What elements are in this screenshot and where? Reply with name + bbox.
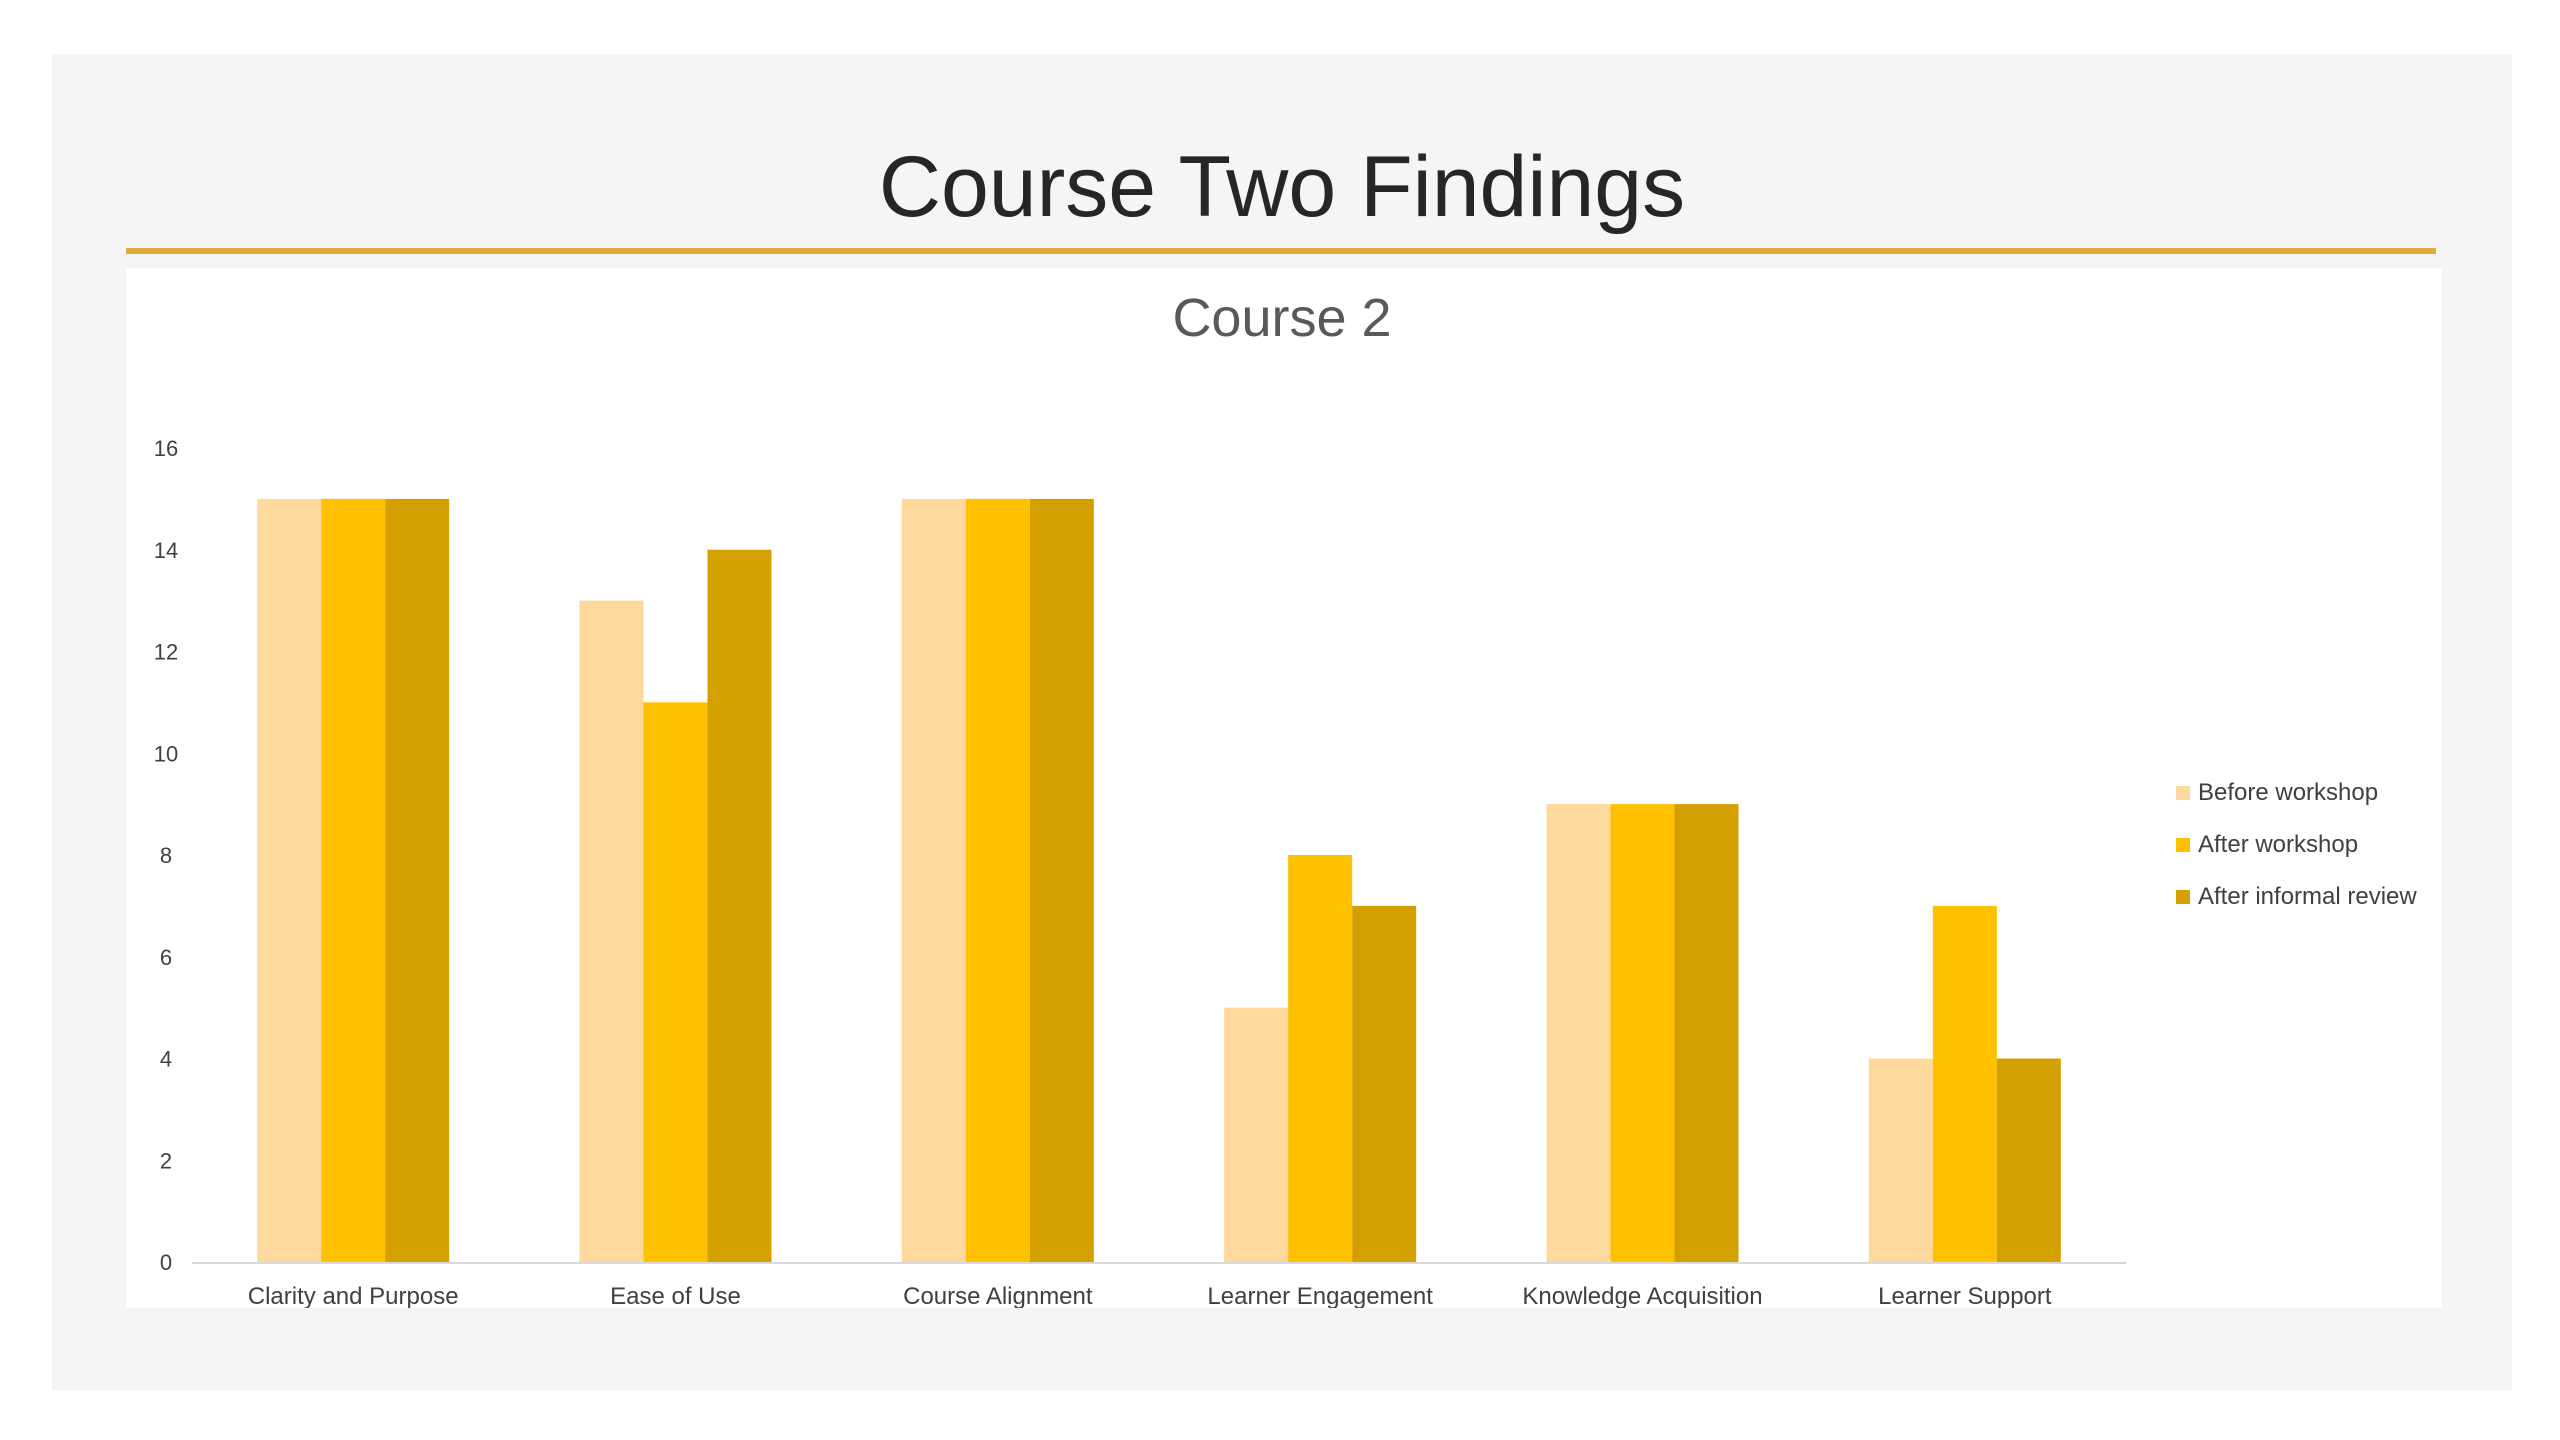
y-tick-label: 0: [160, 1250, 172, 1275]
x-tick-label: Ease of Use: [610, 1283, 741, 1308]
x-tick-label: Clarity and Purpose: [248, 1283, 459, 1308]
chart-title: Course 2: [1172, 288, 1391, 348]
y-tick-label: 14: [154, 538, 178, 563]
legend-label: Before workshop: [2198, 779, 2378, 806]
bar: [1288, 855, 1353, 1262]
bar-chart: Course 2 0 2 4 6 8 10 12 14 16 Clarity and Purpo…: [154, 288, 2418, 1308]
x-tick-label: Learner Engagement: [1207, 1283, 1433, 1308]
legend-label: After workshop: [2198, 831, 2358, 858]
legend-label: After informal review: [2198, 883, 2417, 910]
bar: [1674, 804, 1739, 1262]
bar: [1029, 498, 1094, 1262]
legend: Before workshop After workshop After infor…: [2176, 779, 2417, 910]
y-tick-label: 10: [154, 741, 178, 766]
x-tick-label: Course Alignment: [903, 1283, 1093, 1308]
legend-swatch: [2176, 786, 2190, 800]
bar: [1610, 804, 1675, 1262]
bar: [643, 702, 708, 1262]
legend-swatch: [2176, 890, 2190, 904]
slide: Course Two Findings Course 2 0 2 4 6 8 10 12 14…: [52, 54, 2512, 1390]
y-tick-label: 2: [160, 1148, 172, 1173]
legend-swatch: [2176, 838, 2190, 852]
y-tick-label: 6: [160, 945, 172, 970]
y-tick-label: 8: [160, 843, 172, 868]
y-tick-label: 4: [160, 1047, 172, 1072]
y-tick-label: 12: [154, 640, 178, 665]
bar: [257, 498, 322, 1262]
category-labels: Clarity and Purpose Ease of Use Course Ali…: [248, 1283, 2052, 1308]
x-tick-label: Learner Support: [1878, 1283, 2052, 1308]
y-tick-label: 16: [154, 436, 178, 461]
bar: [965, 498, 1030, 1262]
x-tick-label: Knowledge Acquisition: [1522, 1283, 1762, 1308]
bar: [901, 498, 966, 1262]
bar: [1932, 905, 1997, 1262]
bar: [1546, 804, 1611, 1262]
bars: [257, 498, 2061, 1262]
bar: [579, 600, 644, 1262]
bar: [321, 498, 386, 1262]
bar: [1224, 1007, 1289, 1262]
slide-title: Course Two Findings: [878, 139, 1686, 235]
title-divider: [126, 248, 2436, 254]
y-axis-labels: 0 2 4 6 8 10 12 14 16: [154, 436, 178, 1275]
bar: [1352, 905, 1417, 1262]
bar: [385, 498, 450, 1262]
bar: [1996, 1058, 2061, 1262]
chart-area: Course 2 0 2 4 6 8 10 12 14 16 Clarity and Purpo…: [126, 268, 2442, 1308]
bar: [1868, 1058, 1933, 1262]
bar: [707, 549, 772, 1262]
